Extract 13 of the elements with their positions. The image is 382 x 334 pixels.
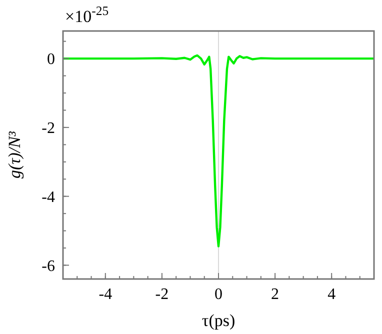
x-tick-label: -2 — [155, 286, 169, 303]
x-tick-label: 4 — [328, 286, 336, 303]
y-tick-label: -4 — [42, 188, 55, 206]
x-tick-label: 0 — [214, 286, 222, 303]
x-tick-label: -4 — [98, 286, 112, 303]
y-tick-label: 0 — [47, 51, 55, 68]
y-axis-title: g(τ)/N³ — [5, 130, 24, 179]
x-tick-label: 2 — [271, 286, 280, 303]
y-tick-label: -6 — [42, 258, 55, 275]
text: ×10$^{-25}$ — [65, 4, 109, 26]
y-tick-label: -2 — [42, 120, 55, 138]
line-series — [62, 54, 376, 248]
x-axis-title: τ(ps) — [202, 311, 236, 330]
